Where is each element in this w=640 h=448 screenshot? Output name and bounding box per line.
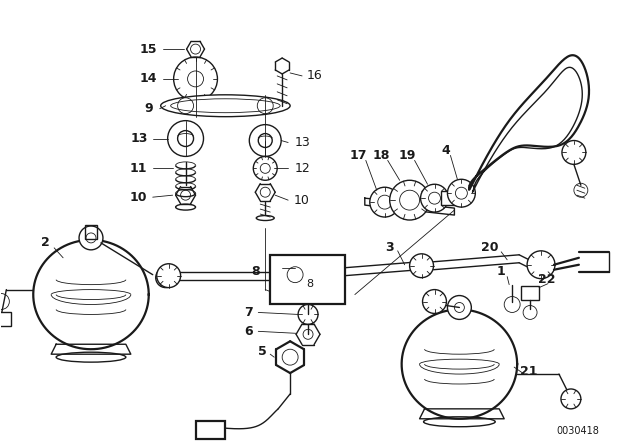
Bar [442, 191, 458, 205]
Text: 12: 12 [294, 162, 310, 175]
Text: 10: 10 [294, 194, 310, 207]
Circle shape [527, 251, 555, 279]
Circle shape [447, 296, 471, 319]
Text: 13: 13 [294, 136, 310, 149]
Text: 8: 8 [251, 265, 260, 278]
Polygon shape [365, 198, 454, 215]
Polygon shape [420, 409, 504, 419]
Text: 3: 3 [385, 241, 394, 254]
Text: 14: 14 [140, 73, 157, 86]
Circle shape [562, 141, 586, 164]
Bar [521, 286, 539, 300]
Circle shape [447, 179, 476, 207]
Circle shape [370, 187, 399, 217]
Text: 6: 6 [244, 325, 253, 338]
Circle shape [420, 184, 449, 212]
Text: 8: 8 [307, 279, 314, 289]
Text: 0030418: 0030418 [556, 426, 599, 436]
Text: 20: 20 [481, 241, 498, 254]
Text: 18: 18 [373, 149, 390, 162]
Text: 17: 17 [349, 149, 367, 162]
Text: 13: 13 [130, 132, 147, 145]
Circle shape [79, 226, 103, 250]
Text: 16: 16 [307, 69, 323, 82]
Bar [85, 225, 97, 239]
Text: 4: 4 [441, 144, 450, 157]
Text: 5: 5 [258, 345, 267, 358]
Text: 15: 15 [140, 43, 157, 56]
Ellipse shape [161, 95, 290, 116]
Circle shape [410, 254, 433, 278]
Bar [270, 255, 345, 305]
Text: 21: 21 [520, 365, 538, 378]
Bar [196, 421, 225, 439]
Bar [0, 312, 12, 326]
Polygon shape [51, 344, 131, 354]
Circle shape [157, 264, 180, 288]
Text: 11: 11 [130, 162, 148, 175]
Circle shape [561, 389, 581, 409]
Circle shape [298, 305, 318, 324]
Circle shape [422, 289, 447, 314]
Text: 9: 9 [145, 102, 153, 115]
Text: 10: 10 [130, 191, 148, 204]
Circle shape [156, 268, 175, 288]
Text: 19: 19 [399, 149, 416, 162]
Text: 22: 22 [538, 273, 556, 286]
Text: 2: 2 [41, 237, 49, 250]
Text: 7: 7 [244, 306, 253, 319]
Text: 1: 1 [497, 265, 506, 278]
Circle shape [390, 180, 429, 220]
